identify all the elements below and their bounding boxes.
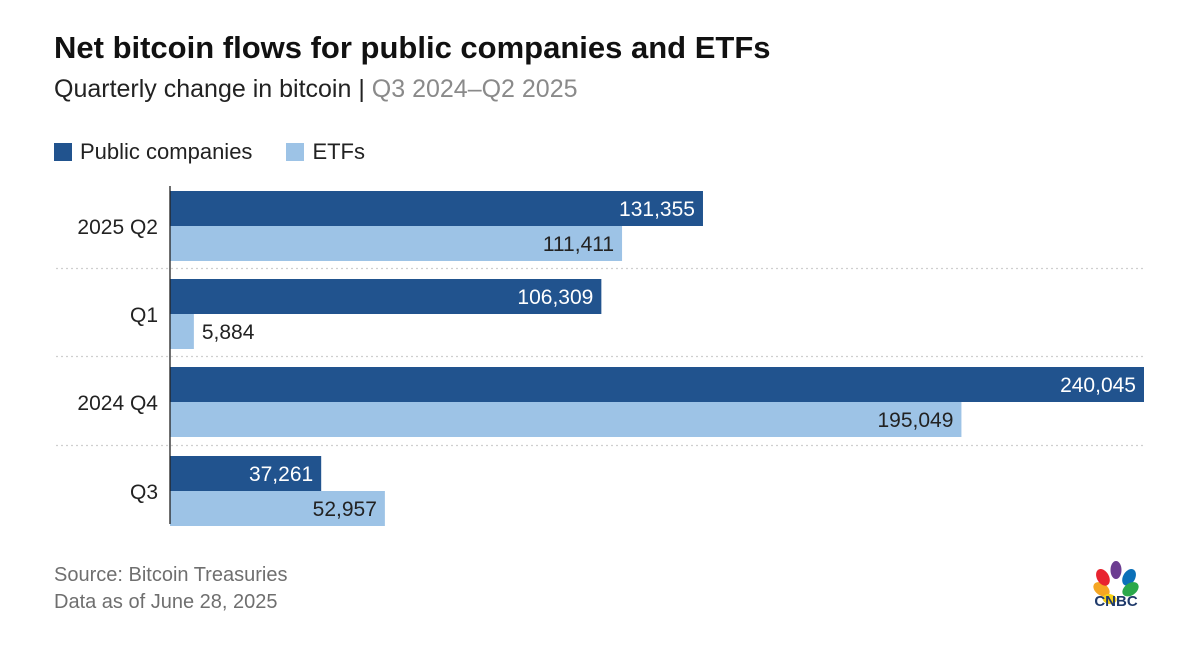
data-label-public: 131,355 [619, 198, 695, 221]
category-label: Q3 [130, 481, 158, 504]
legend: Public companies ETFs [54, 139, 399, 165]
subtitle-main: Quarterly change in bitcoin | [54, 75, 372, 103]
category-label: 2025 Q2 [77, 216, 158, 239]
data-label-public: 37,261 [249, 463, 313, 486]
chart-title: Net bitcoin flows for public companies a… [54, 30, 771, 65]
chart-subtitle: Quarterly change in bitcoin | Q3 2024–Q2… [54, 75, 578, 104]
footer: Source: Bitcoin Treasuries Data as of Ju… [54, 562, 287, 616]
legend-label-public: Public companies [80, 139, 253, 164]
legend-label-etf: ETFs [312, 139, 365, 164]
data-label-etf: 5,884 [202, 321, 255, 344]
peacock-icon [1093, 561, 1139, 605]
bar-etf [170, 491, 385, 526]
bar-public [170, 456, 322, 491]
data-label-etf: 52,957 [313, 498, 377, 521]
bar-etf [170, 314, 194, 349]
bar-public [170, 367, 1144, 402]
subtitle-range: Q3 2024–Q2 2025 [371, 75, 578, 103]
data-label-etf: 111,411 [543, 233, 614, 256]
data-label-etf: 195,049 [878, 409, 954, 432]
source-note: Source: Bitcoin Treasuries [54, 564, 288, 586]
bar-etf [170, 226, 623, 261]
data-label-public: 106,309 [517, 286, 593, 309]
legend-swatch-etf [286, 143, 305, 161]
bar-public [170, 191, 703, 226]
data-label-public: 240,045 [1060, 374, 1136, 397]
logo-wordmark: CNBC [1094, 593, 1137, 608]
legend-item-etf: ETFs [286, 139, 365, 165]
legend-swatch-public [54, 143, 72, 161]
bar-etf [170, 402, 962, 437]
category-label: Q1 [130, 304, 158, 327]
category-label: 2024 Q4 [77, 392, 158, 415]
bar-public [170, 279, 602, 314]
cnbc-peacock-logo: CNBC [1093, 561, 1139, 608]
legend-item-public: Public companies [54, 139, 252, 165]
date-note: Data as of June 28, 2025 [54, 591, 278, 613]
